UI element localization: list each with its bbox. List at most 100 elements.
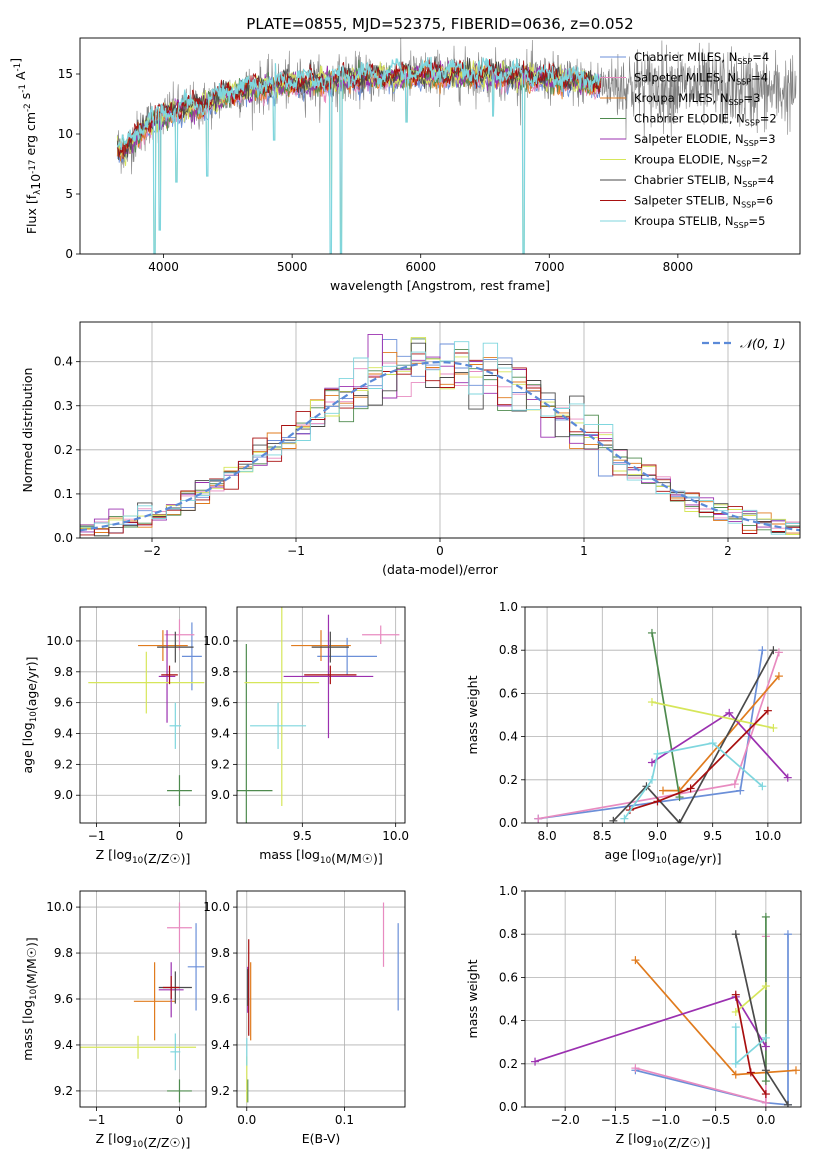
y-tick-label: 0.6: [499, 686, 518, 700]
y-tick-label: 0.8: [499, 927, 518, 941]
plus-marker: [708, 739, 717, 748]
errorbar-point: [88, 651, 205, 714]
y-tick-label: 10.0: [46, 900, 73, 914]
errorbar-point: [187, 923, 205, 1011]
plus-marker: [659, 786, 667, 795]
panel-age-vs-mass: 9.5 10.0 9.0 9.2 9.4 9.6 9.8 10.0 mass [log10(M/…: [203, 606, 409, 866]
plus-marker: [647, 775, 656, 784]
x-tick-label: −1: [287, 544, 305, 558]
mass-weight-series-line: [651, 701, 774, 729]
plus-marker: [761, 912, 770, 921]
y-tick-label: 9.0: [211, 788, 230, 802]
panel-mass-vs-Z: −1 0 9.2 9.4 9.6 9.8 10.0 Z [log10(Z/Z☉)] mass […: [20, 890, 207, 1150]
x-tick-label: 0.0: [756, 1113, 775, 1127]
x-tick-label: −0.5: [701, 1113, 730, 1127]
x-tick-label: 1: [580, 544, 588, 558]
x-tick-label: −1: [88, 1113, 106, 1127]
y-tick-label: 0.4: [54, 355, 73, 369]
plus-marker: [746, 1068, 755, 1077]
errorbar-point: [169, 702, 182, 749]
errorbar-point: [291, 630, 351, 661]
plus-marker: [647, 698, 656, 707]
plus-marker: [531, 1057, 540, 1066]
y-tick-label: 9.4: [54, 727, 73, 741]
x-tick-label: 7000: [534, 260, 565, 274]
mass-weight-series-line: [629, 710, 769, 811]
legend-label: Kroupa MILES, NSSP=3: [634, 91, 760, 107]
errorbar-point: [362, 625, 400, 645]
plus-marker: [736, 786, 745, 795]
y-axis-label: Normed distribution: [20, 368, 35, 493]
legend-label: Salpeter MILES, NSSP=4: [634, 71, 768, 87]
plot-area-mass-vs-Z: [80, 902, 205, 1103]
plus-marker: [769, 723, 778, 732]
figure-title: PLATE=0855, MJD=52375, FIBERID=0636, z=0…: [246, 15, 633, 33]
errorbar-point: [167, 1079, 192, 1103]
legend-label: Salpeter ELODIE, NSSP=3: [634, 132, 776, 148]
x-tick-label: 8000: [663, 260, 694, 274]
x-tick-label: 2: [724, 544, 732, 558]
errorbar-point: [311, 631, 349, 663]
plus-marker: [758, 646, 767, 655]
y-tick-label: 10.0: [203, 634, 230, 648]
y-tick-label: 9.6: [211, 696, 230, 710]
y-axis-label: age [log10(age/yr)]: [20, 656, 39, 773]
legend-label: Kroupa STELIB, NSSP=5: [634, 214, 765, 230]
x-axis-label: age [log10(age/yr)]: [604, 847, 721, 866]
y-tick-label: 0.2: [499, 1057, 518, 1071]
plot-area-spectrum: [116, 38, 797, 254]
errorbar-point: [250, 702, 307, 749]
errorbar-point: [304, 665, 357, 685]
plus-marker: [686, 784, 695, 793]
panel-spectrum: 4000 5000 6000 7000 8000 0 5 10 15 wavelength [An…: [8, 37, 801, 293]
residuals-legend: 𝒩(0, 1): [702, 336, 786, 351]
plus-marker: [761, 1098, 770, 1107]
plus-marker: [731, 1023, 740, 1032]
y-tick-label: 0.0: [499, 816, 518, 830]
x-axis-label: Z [log10(Z/Z☉)]: [96, 847, 191, 866]
y-tick-label: 0.2: [499, 773, 518, 787]
errorbar-point: [138, 630, 188, 661]
plus-marker: [653, 797, 662, 806]
panel-mass-vs-EBV: 0.0 0.1 9.2 9.4 9.6 9.8 10.0 E(B-V): [203, 890, 406, 1146]
x-tick-label: −1: [88, 829, 106, 843]
mass-weight-series-line: [651, 632, 681, 798]
x-tick-label: −2: [143, 544, 161, 558]
plus-marker: [620, 814, 629, 823]
plus-marker: [647, 628, 656, 637]
plus-marker: [774, 648, 783, 657]
x-tick-label: 0: [436, 544, 444, 558]
x-tick-label: 8.0: [538, 829, 557, 843]
y-tick-label: 9.8: [211, 665, 230, 679]
plus-marker: [758, 782, 767, 791]
mass-weight-series-line: [635, 934, 789, 1106]
errorbar-point: [80, 1035, 197, 1059]
errorbar-point: [161, 665, 178, 685]
errorbar-point: [157, 631, 194, 663]
plus-marker: [631, 1064, 640, 1073]
y-tick-label: 9.8: [211, 946, 230, 960]
y-tick-label: 9.6: [54, 992, 73, 1006]
y-tick-label: 10.0: [203, 900, 230, 914]
errorbar-point: [170, 1033, 181, 1071]
plus-marker: [783, 930, 792, 939]
plus-marker: [631, 956, 640, 965]
panel-age-vs-Z: −1 0 9.0 9.2 9.4 9.6 9.8 10.0 Z [log10(Z/Z☉)] age…: [20, 606, 207, 866]
x-axis-label: wavelength [Angstrom, rest frame]: [330, 278, 550, 293]
y-tick-label: 1.0: [499, 884, 518, 898]
y-tick-label: 0.4: [499, 1014, 518, 1028]
plus-marker: [761, 1077, 770, 1086]
x-tick-label: 0: [176, 829, 184, 843]
y-tick-label: 1.0: [499, 600, 518, 614]
plus-marker: [675, 819, 684, 823]
spectrum-model-line: [116, 56, 601, 254]
y-tick-label: 0.8: [499, 643, 518, 657]
axes-frame: [524, 890, 802, 1108]
x-tick-label: −2.0: [551, 1113, 580, 1127]
x-tick-label: 5000: [277, 260, 308, 274]
y-tick-label: 0.6: [499, 970, 518, 984]
legend-label: Kroupa ELODIE, NSSP=2: [634, 153, 768, 169]
plus-marker: [730, 780, 739, 789]
legend-label: Chabrier ELODIE, NSSP=2: [634, 112, 777, 128]
